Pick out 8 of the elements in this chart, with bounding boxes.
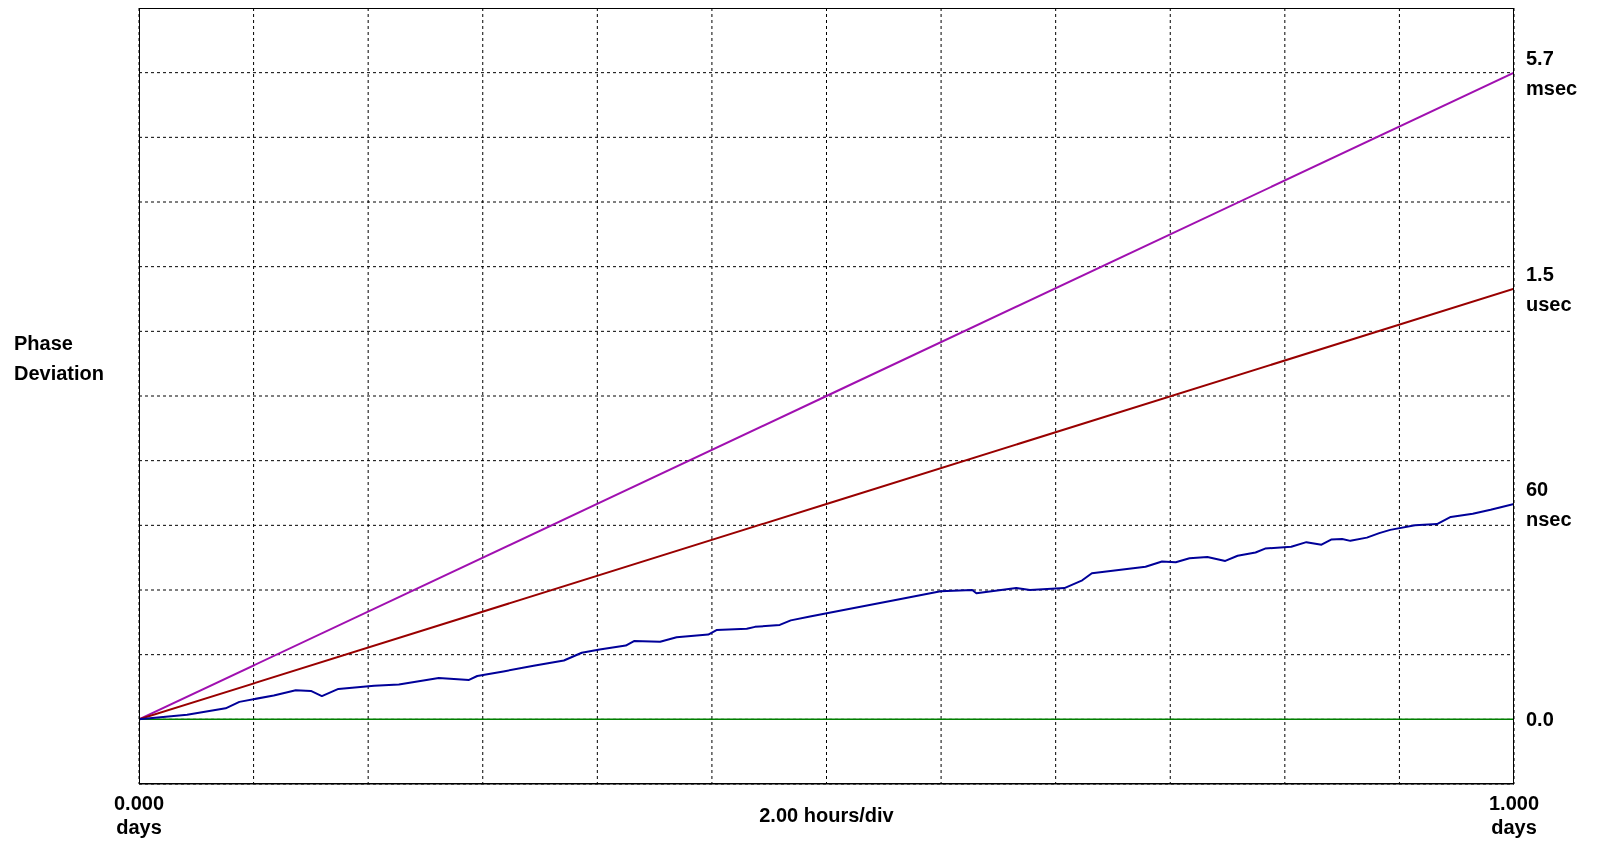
x-axis-title: 2.00 hours/div	[758, 804, 895, 827]
y-axis-title: Phase Deviation	[14, 331, 105, 386]
series-label: 60 nsec	[1526, 477, 1572, 532]
x-tick-label: 0.000 days	[113, 792, 165, 838]
ref-line-label: 0.0	[1526, 707, 1554, 733]
series-label: 1.5 usec	[1526, 261, 1572, 317]
series-label: 5.7 msec	[1526, 45, 1578, 101]
x-tick-label: 1.000 days	[1488, 792, 1540, 838]
